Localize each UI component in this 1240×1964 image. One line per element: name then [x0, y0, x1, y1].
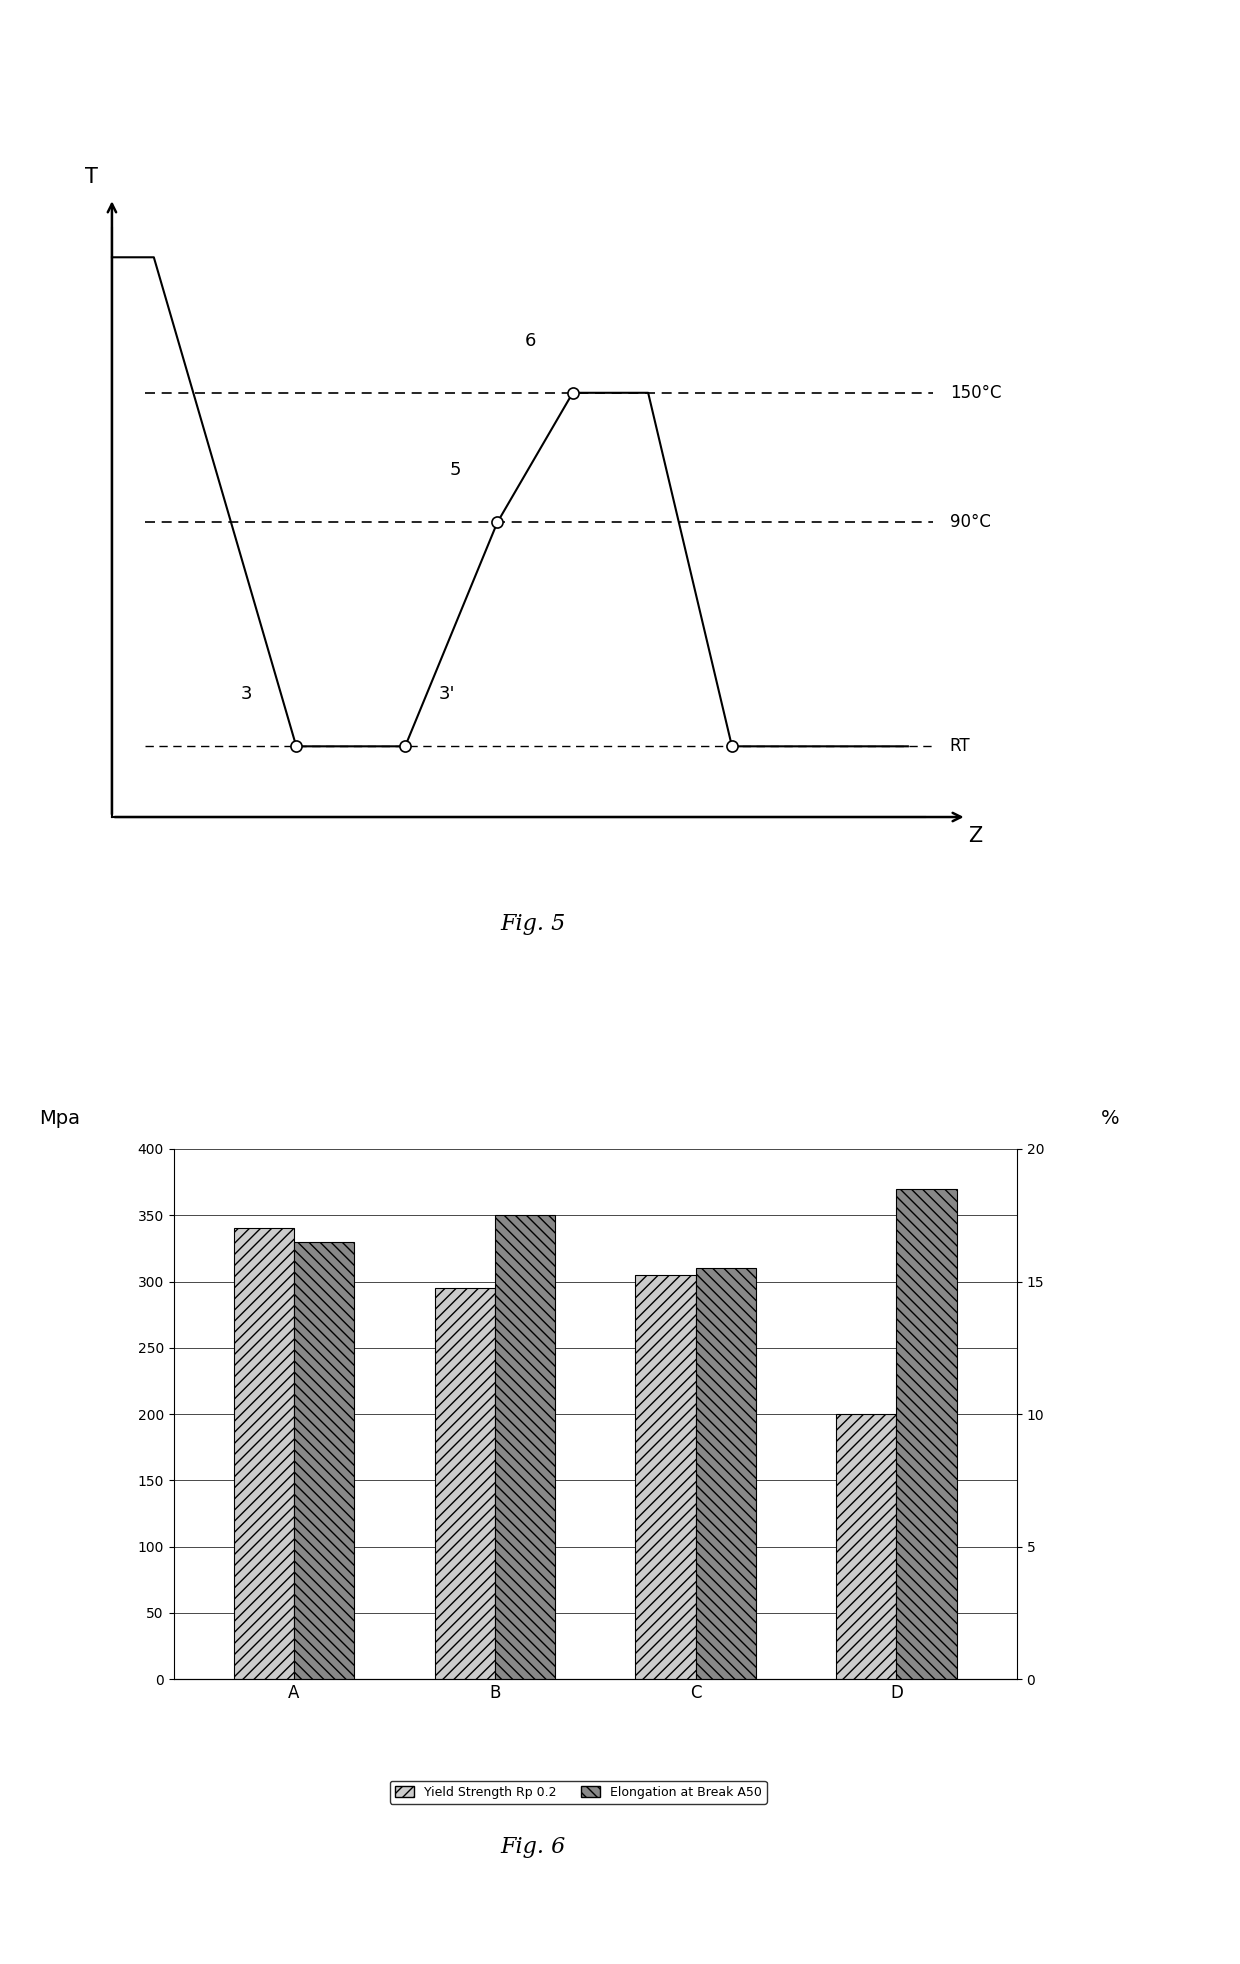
Text: Fig. 5: Fig. 5 — [501, 913, 565, 935]
Text: Fig. 6: Fig. 6 — [501, 1836, 565, 1858]
Bar — [696, 1269, 756, 1679]
Text: %: % — [1101, 1110, 1120, 1127]
Text: 150°C: 150°C — [950, 383, 1001, 403]
Text: 5: 5 — [450, 462, 461, 479]
Bar — [495, 1216, 556, 1679]
Bar — [897, 1188, 956, 1679]
Text: 3': 3' — [439, 685, 455, 703]
Bar — [434, 1288, 495, 1679]
Text: Mpa: Mpa — [38, 1110, 79, 1127]
Text: Z: Z — [967, 825, 982, 846]
Text: 90°C: 90°C — [950, 513, 991, 532]
Legend: Yield Strength Rp 0.2, Elongation at Break A50: Yield Strength Rp 0.2, Elongation at Bre… — [389, 1781, 766, 1803]
Bar — [836, 1414, 897, 1679]
Text: RT: RT — [950, 736, 971, 756]
Bar — [635, 1275, 696, 1679]
Bar — [294, 1241, 355, 1679]
Text: 3: 3 — [241, 685, 252, 703]
Bar — [234, 1229, 294, 1679]
Text: T: T — [84, 167, 98, 187]
Text: 6: 6 — [526, 332, 537, 350]
